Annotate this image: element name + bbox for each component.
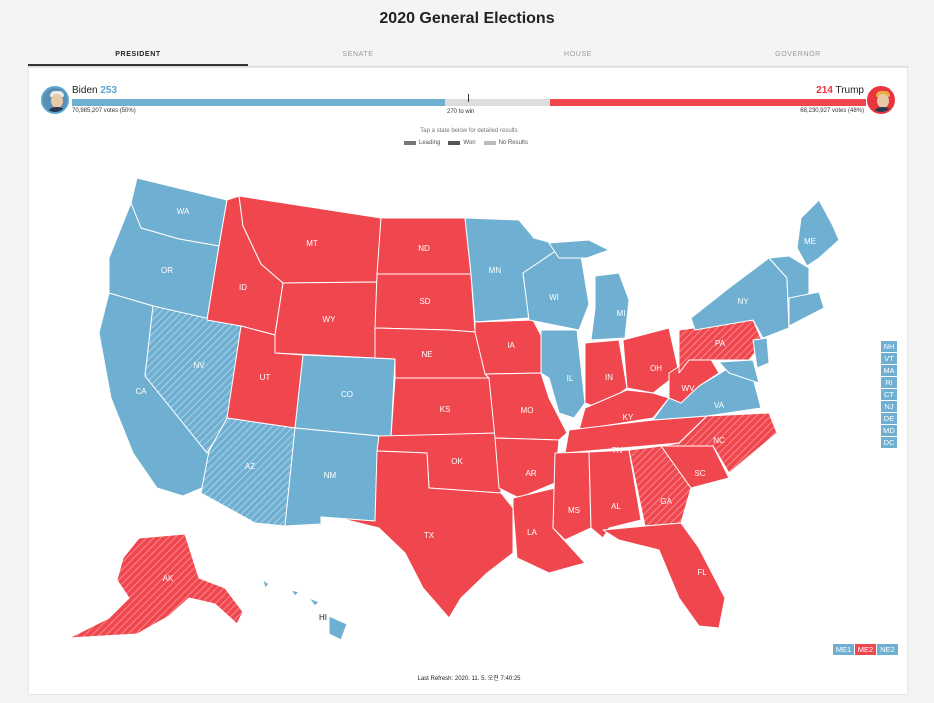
tab-president[interactable]: PRESIDENT <box>28 44 248 66</box>
state-box-ct[interactable]: CT <box>881 389 897 400</box>
state-co[interactable] <box>294 354 396 438</box>
state-sd[interactable] <box>374 273 476 333</box>
state-ar[interactable] <box>494 437 560 499</box>
state-il[interactable] <box>540 329 586 419</box>
biden-avatar <box>41 86 69 114</box>
tab-governor[interactable]: GOVERNOR <box>775 51 821 58</box>
results-panel: Biden 253 70,985,207 votes (50%) 214 Tru… <box>28 67 908 695</box>
trump-ev-fill <box>550 99 866 106</box>
legend-won: Won <box>448 140 476 146</box>
trump-label: Trump <box>835 85 864 96</box>
race-tabs: PRESIDENT SENATE HOUSE GOVERNOR <box>28 44 908 67</box>
us-map-svg: WA OR CA NV ID MT WY UT AZ CO NM ND SD N… <box>68 177 840 641</box>
us-map: WA OR CA NV ID MT WY UT AZ CO NM ND SD N… <box>29 68 909 696</box>
biden-ev-fill <box>72 99 446 106</box>
trump-ev: 214 <box>816 85 833 96</box>
state-oh[interactable] <box>622 327 680 394</box>
trump-name: 214 Trump <box>816 85 864 96</box>
state-box-nj[interactable]: NJ <box>881 401 897 412</box>
small-states-list: NH VT MA RI CT NJ DE MD DC <box>881 341 897 449</box>
state-ks[interactable] <box>390 377 498 438</box>
electoral-vote-bar <box>72 99 866 106</box>
state-nd[interactable] <box>376 217 472 275</box>
state-hi[interactable] <box>262 579 348 641</box>
state-mo[interactable] <box>484 372 568 441</box>
state-ma-ct-ri[interactable] <box>788 291 825 327</box>
state-nc[interactable] <box>660 412 778 474</box>
legend-leading: Leading <box>404 140 440 146</box>
biden-ev: 253 <box>100 85 118 96</box>
state-md[interactable] <box>718 359 760 384</box>
state-mi[interactable] <box>548 239 630 341</box>
state-box-vt[interactable]: VT <box>881 353 897 364</box>
state-box-de[interactable]: DE <box>881 413 897 424</box>
tab-senate[interactable]: SENATE <box>342 51 374 58</box>
trump-avatar <box>867 86 895 114</box>
trump-votes: 68,230,927 votes (48%) <box>800 108 864 114</box>
threshold-marker <box>468 94 469 102</box>
state-ms[interactable] <box>552 451 592 541</box>
legend-no-results: No Results <box>483 140 528 146</box>
state-label-hi: HI <box>319 613 327 622</box>
state-nm[interactable] <box>284 427 380 527</box>
state-fl[interactable] <box>602 522 726 629</box>
threshold-label: 270 to win <box>447 109 475 115</box>
biden-name: Biden 253 <box>72 85 117 96</box>
page-title: 2020 General Elections <box>379 10 555 27</box>
state-ak[interactable] <box>68 533 244 639</box>
state-box-ma[interactable]: MA <box>881 365 897 376</box>
map-legend: Leading Won No Results <box>404 140 528 146</box>
district-ne2[interactable]: NE2 <box>877 644 898 655</box>
state-box-md[interactable]: MD <box>881 425 897 436</box>
biden-votes: 70,985,207 votes (50%) <box>72 108 136 114</box>
state-box-ri[interactable]: RI <box>881 377 897 388</box>
tab-house[interactable]: HOUSE <box>564 51 592 58</box>
state-box-nh[interactable]: NH <box>881 341 897 352</box>
biden-label: Biden <box>72 85 98 96</box>
state-tx[interactable] <box>320 450 514 619</box>
district-me2[interactable]: ME2 <box>855 644 876 655</box>
district-me1[interactable]: ME1 <box>833 644 854 655</box>
map-hint: Tap a state below for detailed results <box>420 128 518 134</box>
state-me[interactable] <box>796 199 840 267</box>
state-box-dc[interactable]: DC <box>881 437 897 448</box>
state-wy[interactable] <box>274 281 378 359</box>
last-refresh: Last Refresh: 2020. 11. 5. 오전 7:40:25 <box>417 676 521 682</box>
state-nj[interactable] <box>752 337 770 369</box>
state-ga[interactable] <box>628 445 692 527</box>
